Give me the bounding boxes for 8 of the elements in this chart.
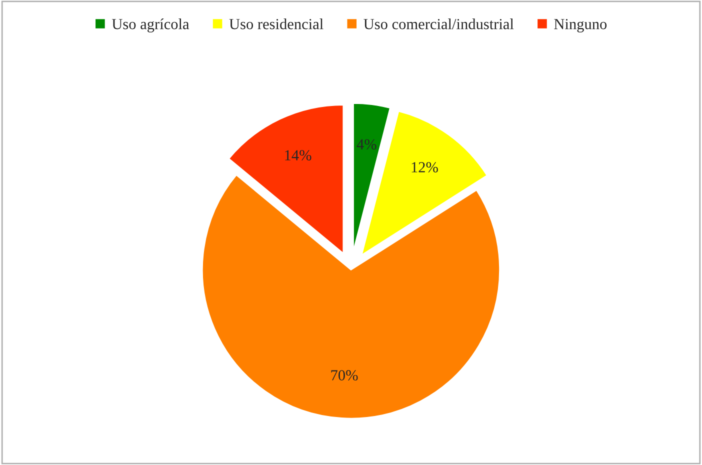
legend-label: Ninguno: [554, 18, 607, 32]
legend-label: Uso residencial: [229, 18, 324, 30]
legend-label: Uso agrícola: [112, 18, 190, 32]
data-label: 14%: [285, 150, 312, 160]
data-label: 4%: [356, 139, 376, 150]
data-label: 12%: [412, 162, 438, 172]
data-label: 70%: [331, 370, 358, 380]
legend-label: Uso comercial/industrial: [364, 18, 514, 30]
